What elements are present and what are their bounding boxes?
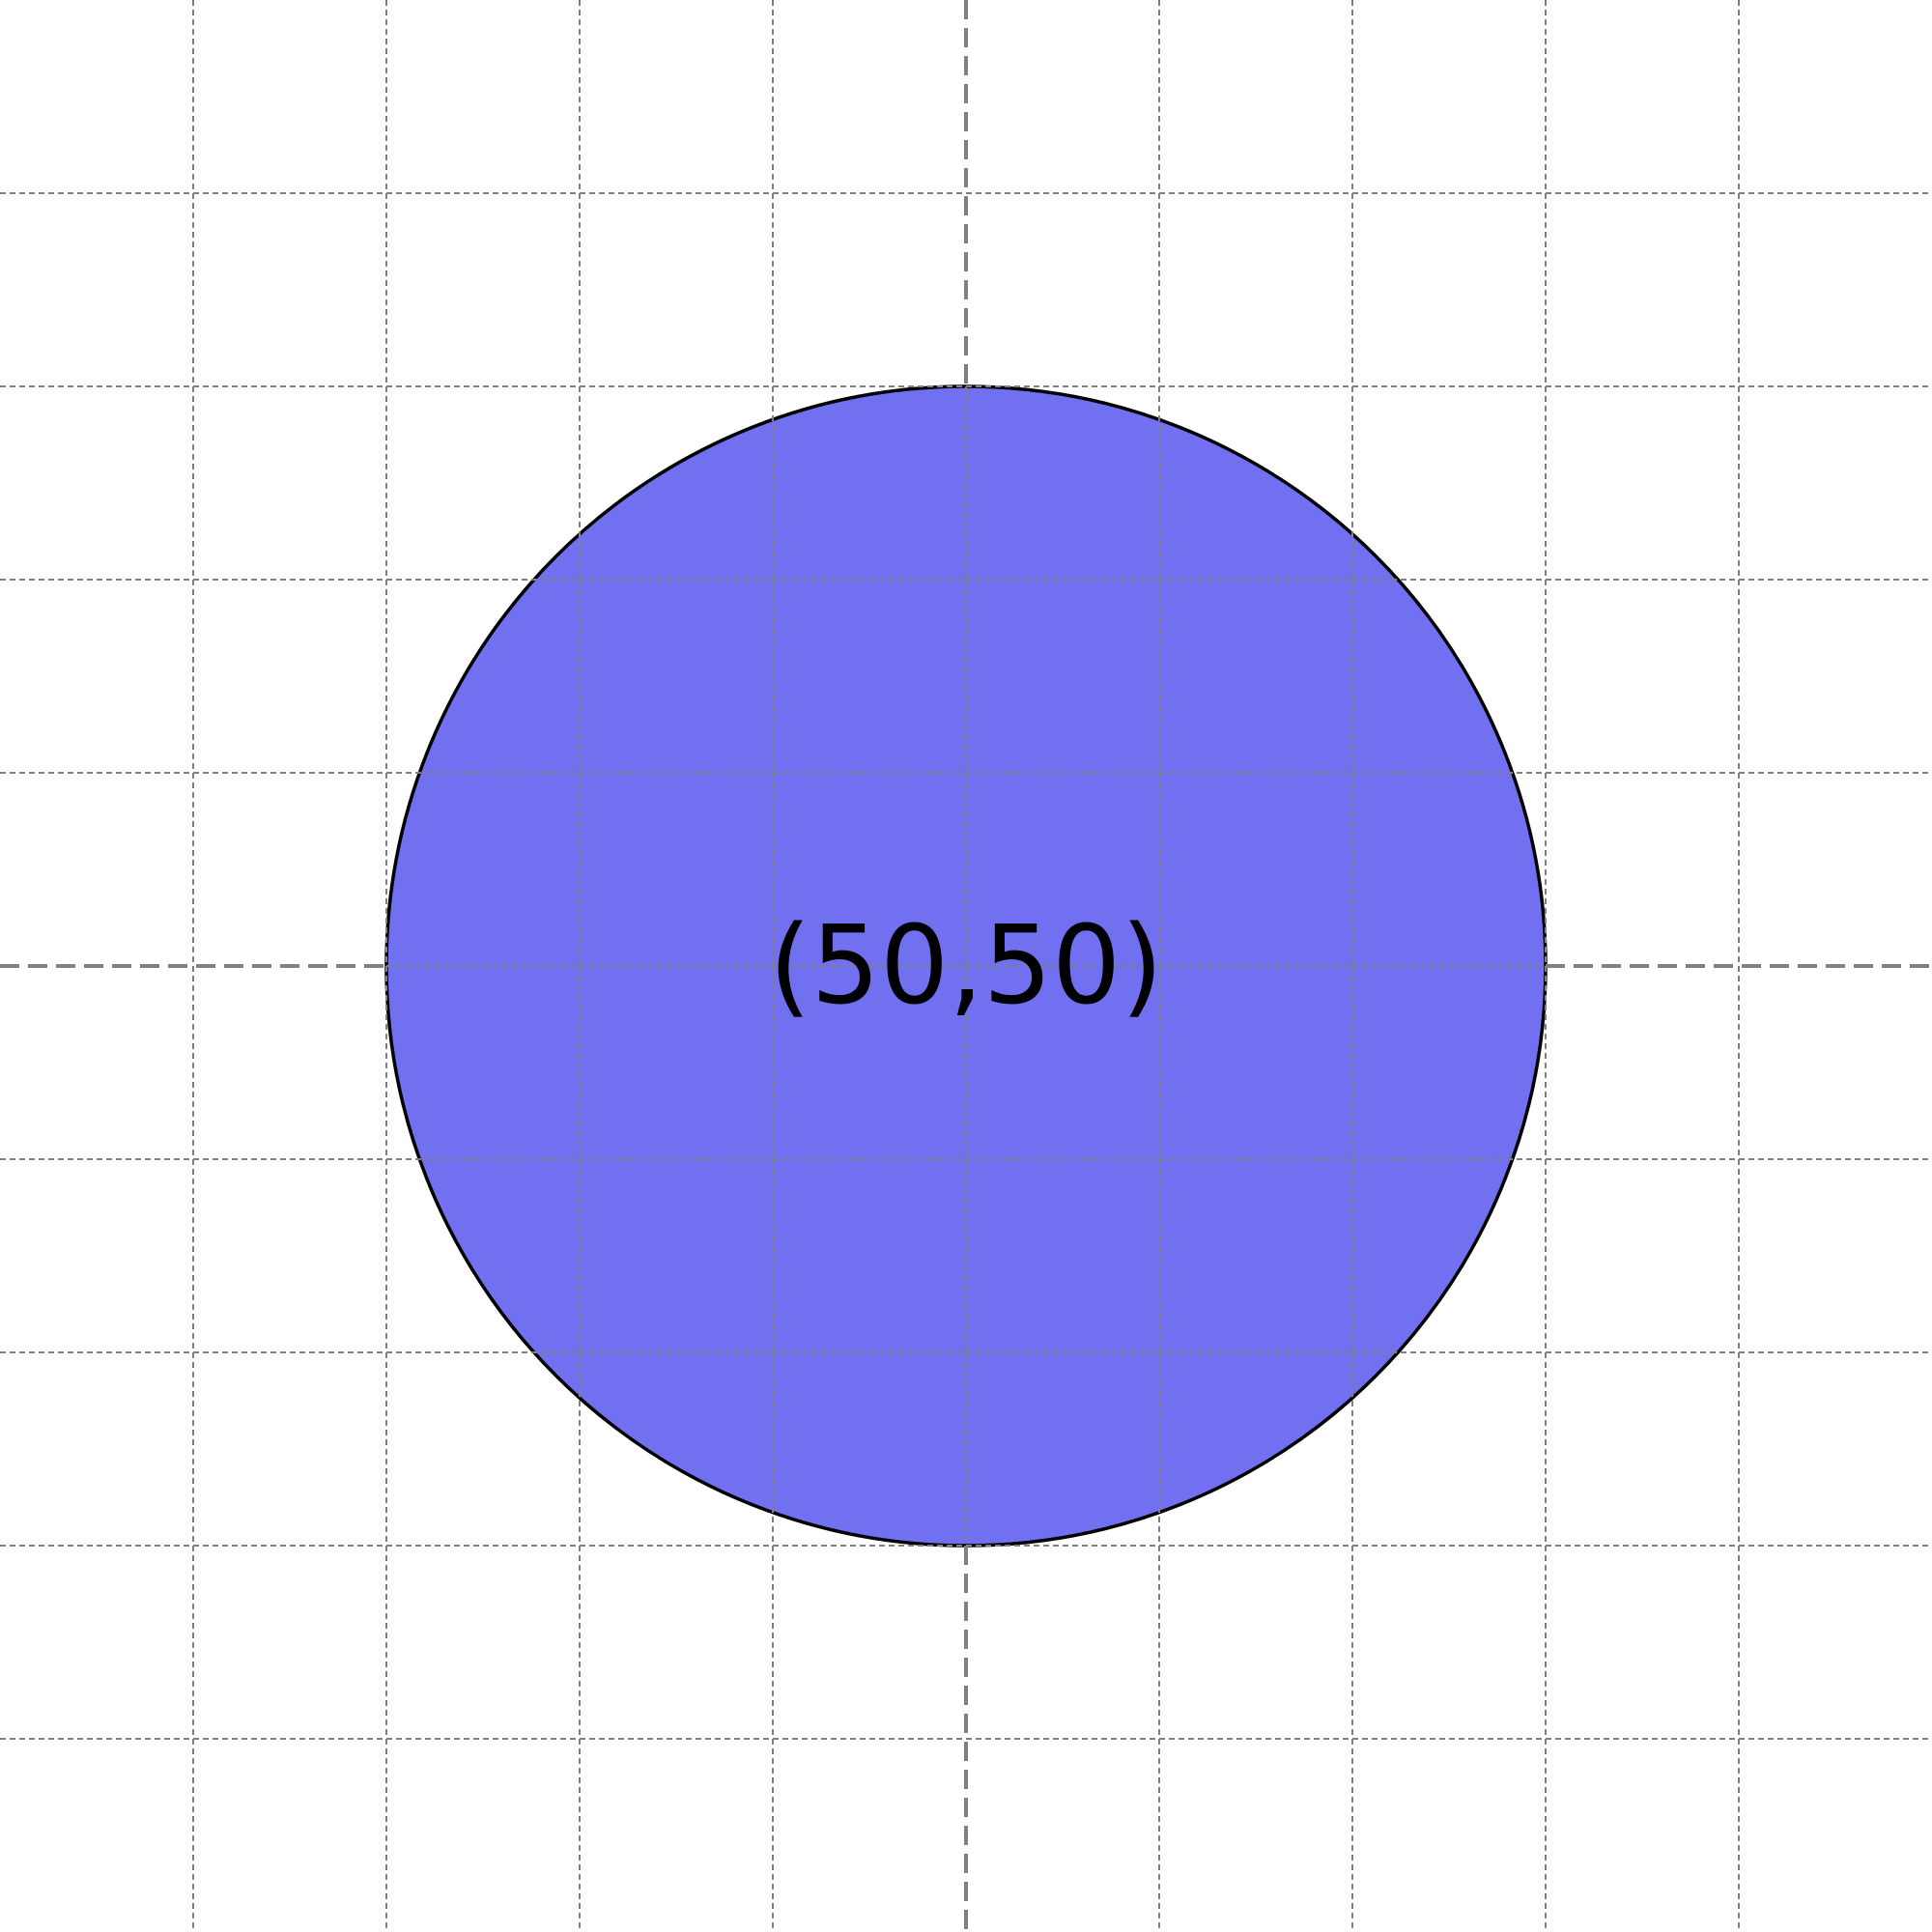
center-label: (50,50) (769, 903, 1163, 1029)
